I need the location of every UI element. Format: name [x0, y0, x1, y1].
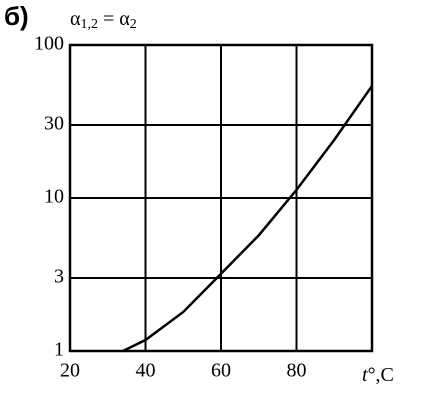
x-label-part: °,C	[368, 364, 394, 386]
x-label-part: t	[362, 364, 368, 386]
x-axis-label: t°,C	[362, 364, 394, 386]
y-tick-label: 100	[34, 33, 64, 55]
x-tick-label: 20	[60, 360, 80, 382]
y-tick-label: 10	[44, 186, 64, 208]
x-tick-label: 40	[136, 360, 156, 382]
line	[122, 85, 374, 353]
x-tick-label: 60	[211, 360, 231, 382]
title-part: 2	[130, 17, 137, 32]
plot-frame	[68, 43, 374, 353]
title-part: 1,2	[80, 17, 98, 32]
title-part: = α	[98, 8, 130, 30]
y-tick-label: 3	[54, 266, 64, 288]
x-tick-label: 80	[287, 360, 307, 382]
chart-title: α1,2 = α2	[70, 8, 137, 33]
title-part: α	[70, 8, 81, 30]
y-tick-label: 1	[54, 339, 64, 361]
y-tick-label: 30	[44, 113, 64, 135]
panel-label: б)	[4, 1, 29, 31]
